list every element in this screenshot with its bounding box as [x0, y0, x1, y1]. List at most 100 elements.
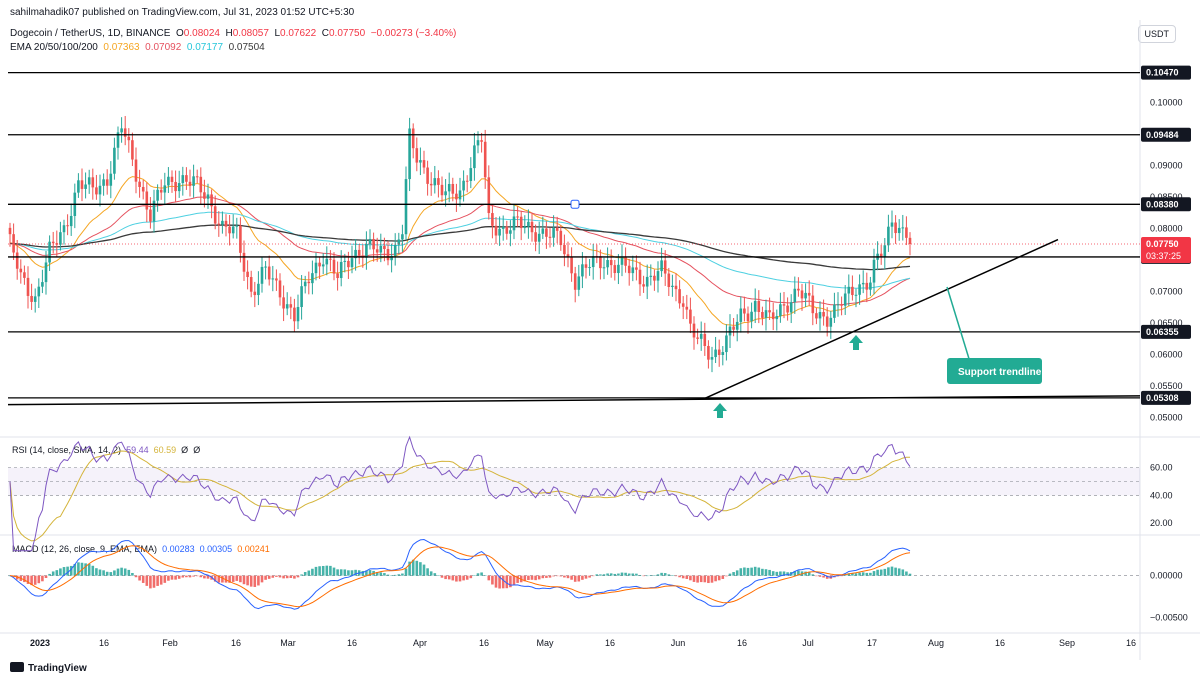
macd-histogram-bar [379, 572, 383, 576]
rsi-legend: RSI (14, close, SMA, 14, 2) 59.44 60.59 … [12, 445, 200, 455]
macd-histogram-bar [73, 563, 77, 576]
macd-histogram-bar [95, 568, 98, 576]
macd-histogram-bar [555, 575, 559, 577]
macd-histogram-bar [455, 575, 458, 582]
candle-body [314, 262, 318, 274]
macd-signal-value: 0.00305 [199, 544, 233, 554]
macd-tick-label: −0.00500 [1150, 612, 1188, 622]
candle-body [440, 184, 444, 196]
macd-histogram-bar [321, 565, 325, 576]
candle-body [170, 176, 174, 182]
macd-histogram-bar [527, 575, 530, 580]
macd-histogram-bar [804, 571, 807, 576]
macd-histogram-bar [786, 572, 789, 576]
candle-body [239, 225, 242, 253]
candle-body [84, 184, 87, 189]
candle-body [181, 175, 185, 184]
macd-histogram-bar [386, 574, 390, 576]
macd-histogram-bar [746, 567, 750, 576]
macd-histogram-bar [725, 575, 728, 577]
candle-body [613, 265, 617, 274]
macd-histogram-bar [44, 575, 48, 579]
macd-histogram-bar [163, 575, 167, 583]
macd-histogram-bar [905, 571, 908, 576]
candle-body [257, 283, 260, 296]
macd-histogram-bar [591, 575, 595, 577]
macd-histogram-bar [609, 573, 613, 576]
macd-histogram-bar [627, 573, 631, 576]
candle-body [534, 232, 537, 242]
macd-histogram-bar [563, 575, 566, 578]
macd-histogram-bar [509, 575, 512, 588]
candle-body [159, 189, 163, 193]
macd-histogram-bar [87, 563, 91, 576]
macd-histogram-bar [876, 569, 879, 576]
candle-body [393, 244, 397, 256]
candle-body [462, 180, 465, 191]
price-tick-label: 0.07000 [1150, 286, 1183, 296]
macd-histogram-bar [537, 575, 541, 580]
candle-body [192, 176, 195, 186]
price-tick-label: 0.09000 [1150, 160, 1183, 170]
currency-button[interactable]: USDT [1137, 25, 1176, 43]
macd-histogram-bar [779, 571, 782, 576]
candle-body [494, 225, 498, 236]
rsi-label: RSI (14, close, SMA, 14, 2) [12, 445, 122, 455]
ema20-value: 0.07363 [103, 42, 140, 53]
macd-histogram-bar [192, 575, 195, 577]
candle-body [523, 226, 527, 229]
candle-body [894, 222, 897, 234]
time-tick-label: May [536, 638, 554, 648]
macd-histogram-bar [617, 573, 620, 576]
macd-histogram-bar [703, 575, 707, 583]
macd-histogram-bar [419, 562, 422, 576]
candle-body [379, 245, 383, 253]
macd-histogram-bar [717, 575, 721, 581]
candle-body [807, 292, 811, 296]
macd-histogram-bar [667, 574, 671, 576]
macd-histogram-bar [530, 575, 534, 580]
candle-body [422, 160, 426, 168]
candle-body [509, 230, 512, 234]
macd-histogram-bar [458, 575, 462, 582]
candle-body [203, 192, 206, 199]
macd-histogram-bar [678, 575, 681, 578]
macd-histogram-bar [152, 575, 156, 588]
macd-histogram-bar [264, 575, 267, 580]
candle-body [764, 310, 768, 318]
candle-body [228, 226, 231, 234]
candle-body [98, 185, 102, 195]
rsi-extra-2: Ø [193, 445, 201, 455]
candle-body [318, 262, 321, 267]
macd-histogram-bar [663, 573, 667, 576]
candle-body [296, 307, 300, 322]
candle-body [854, 294, 858, 296]
close-label: C [321, 28, 329, 39]
macd-histogram-bar [602, 574, 606, 576]
time-tick-label: Aug [928, 638, 944, 648]
candle-body [861, 282, 865, 285]
macd-histogram-bar [865, 572, 869, 576]
macd-histogram-bar [721, 575, 725, 579]
macd-histogram-bar [750, 567, 753, 576]
candle-body [728, 326, 732, 336]
candle-body [30, 295, 33, 302]
macd-histogram-bar [260, 575, 264, 583]
candle-body [347, 260, 350, 268]
candle-body [231, 226, 235, 234]
ema100-line [9, 211, 911, 289]
candle-body [145, 191, 149, 210]
candle-body [869, 282, 872, 290]
macd-histogram-bar [239, 575, 242, 583]
candle-body [879, 253, 883, 257]
macd-histogram-bar [559, 575, 563, 577]
macd-label: MACD (12, 26, close, 9, EMA, EMA) [12, 544, 158, 554]
candle-body [660, 260, 663, 272]
macd-histogram-bar [653, 575, 656, 576]
candle-body [329, 258, 332, 260]
macd-histogram-bar [825, 575, 829, 579]
candle-body [156, 189, 159, 201]
macd-histogram-bar [98, 569, 102, 576]
candle-body [365, 243, 368, 258]
